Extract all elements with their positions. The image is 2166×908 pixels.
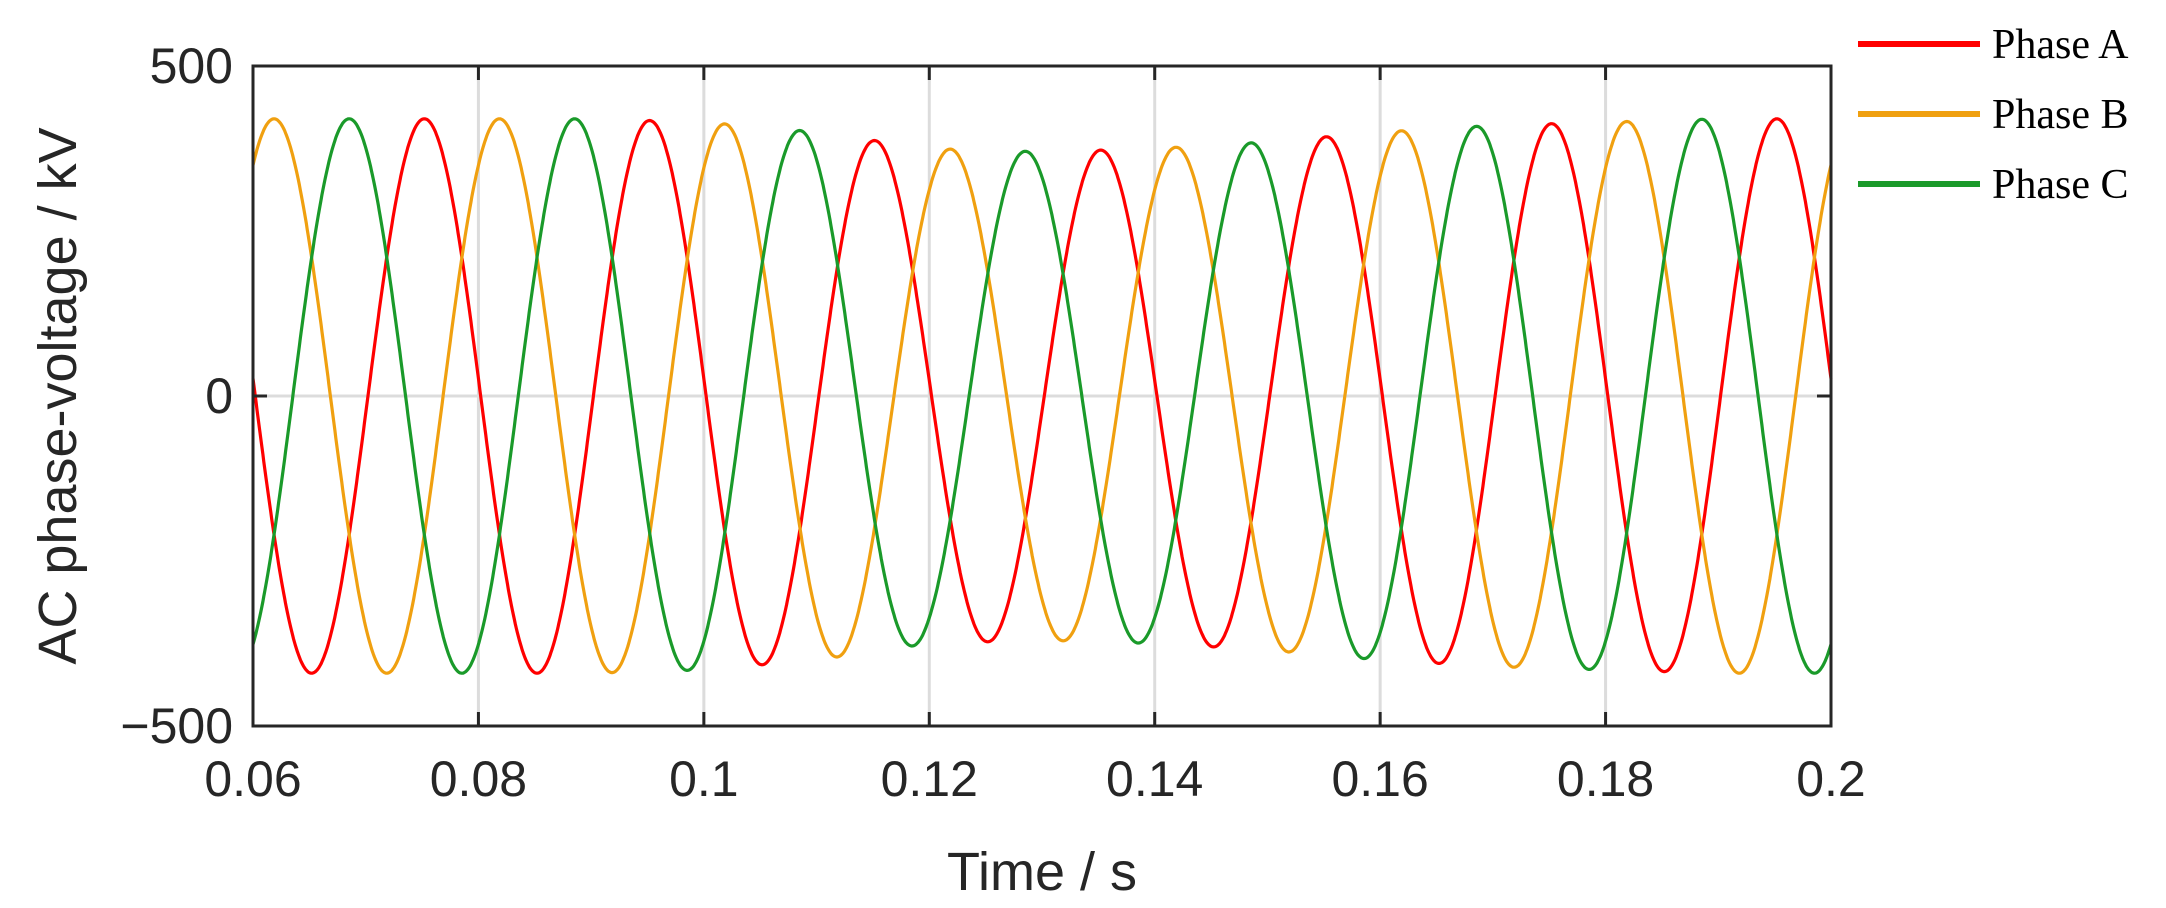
y-tick-labels: −500 0 500	[120, 38, 233, 754]
x-tick-label: 0.1	[669, 751, 739, 807]
legend-label: Phase C	[1992, 162, 2129, 208]
axis-ticks	[251, 64, 1833, 728]
y-tick-label: 0	[205, 368, 233, 424]
series-line-phase-a	[251, 117, 1833, 675]
y-tick-label: 500	[150, 38, 233, 94]
legend: Phase A Phase B Phase C	[1858, 22, 2129, 208]
x-tick-label: 0.2	[1796, 751, 1866, 807]
series-line-phase-b	[251, 117, 1833, 675]
x-axis-title: Time / s	[947, 842, 1137, 902]
legend-label: Phase B	[1992, 92, 2129, 138]
series-line-phase-c	[251, 117, 1833, 675]
x-tick-label: 0.16	[1331, 751, 1428, 807]
x-tick-label: 0.08	[430, 751, 527, 807]
legend-label: Phase A	[1992, 22, 2129, 68]
x-tick-label: 0.14	[1106, 751, 1203, 807]
y-axis-title: AC phase-voltage / kV	[28, 127, 88, 664]
x-tick-label: 0.18	[1557, 751, 1654, 807]
x-tick-labels: 0.06 0.08 0.1 0.12 0.14 0.16 0.18 0.2	[204, 751, 1865, 807]
y-tick-label: −500	[120, 698, 233, 754]
x-tick-label: 0.12	[881, 751, 978, 807]
series-group	[251, 117, 1833, 675]
x-tick-label: 0.06	[204, 751, 301, 807]
